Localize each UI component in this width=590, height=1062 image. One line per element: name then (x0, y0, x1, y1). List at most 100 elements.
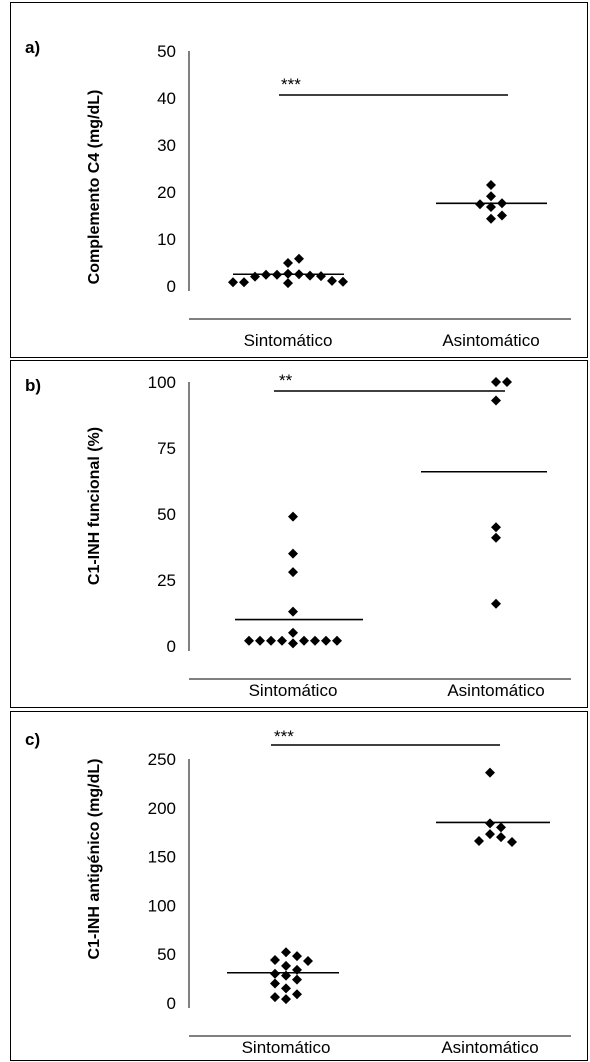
chart-panel-a: a) Complemento C4 (mg/dL) 0 10 20 30 40 50 **… (10, 2, 588, 358)
category-label-b-1: Asintomático (447, 681, 544, 700)
data-point (239, 277, 249, 288)
data-point (303, 956, 313, 967)
data-point (255, 635, 265, 646)
data-point (283, 278, 293, 289)
y-tick-label: 20 (157, 183, 176, 202)
y-tick-label: 50 (157, 42, 176, 61)
category-label-a-0: Sintomático (244, 331, 333, 350)
data-point (288, 567, 298, 578)
data-point (288, 638, 298, 649)
data-point (281, 994, 291, 1005)
category-label-c-1: Asintomático (441, 1038, 538, 1057)
y-tick-label: 200 (148, 799, 176, 818)
data-point (244, 635, 254, 646)
data-point (288, 511, 298, 522)
data-point (292, 951, 302, 962)
y-tick-label: 30 (157, 136, 176, 155)
data-point (281, 960, 291, 971)
points-b (244, 377, 512, 649)
category-label-c-0: Sintomático (242, 1038, 331, 1057)
y-tick-label: 100 (148, 896, 176, 915)
chart-a-svg: a) Complemento C4 (mg/dL) 0 10 20 30 40 50 **… (25, 38, 571, 350)
medians-c (227, 821, 550, 974)
data-point (502, 377, 512, 387)
significance-label-c: *** (274, 727, 294, 746)
data-point (507, 836, 517, 847)
data-point (281, 970, 291, 981)
y-tick-label: 100 (148, 373, 176, 392)
panel-label-b: b) (25, 376, 41, 395)
chart-c-svg: c) C1-INH antigénico (mg/dL) 0 50 100 150 20… (25, 727, 571, 1057)
points-c (270, 767, 517, 1005)
y-axis-label-c: C1-INH antigénico (mg/dL) (86, 759, 103, 960)
y-ticks-c: 0 50 100 150 200 250 (148, 750, 176, 1013)
data-point (491, 377, 501, 387)
data-point (292, 964, 302, 975)
y-tick-label: 250 (148, 750, 176, 769)
y-tick-label: 150 (148, 848, 176, 867)
data-point (292, 974, 302, 985)
y-tick-label: 25 (157, 571, 176, 590)
data-point (250, 271, 260, 282)
y-axis-label-b: C1-INH funcional (%) (86, 427, 103, 585)
data-point (474, 835, 484, 846)
data-point (288, 627, 298, 638)
data-point (294, 253, 304, 264)
y-tick-label: 50 (157, 945, 176, 964)
data-point (281, 983, 291, 994)
data-point (310, 635, 320, 646)
data-point (305, 270, 315, 281)
data-point (485, 767, 495, 778)
data-point (266, 635, 276, 646)
data-point (272, 269, 282, 280)
data-point (496, 832, 506, 843)
y-tick-label: 0 (167, 994, 176, 1013)
data-point (299, 635, 309, 646)
data-point (270, 978, 280, 989)
data-point (277, 635, 287, 646)
category-label-a-1: Asintomático (442, 331, 539, 350)
data-point (332, 635, 342, 646)
y-tick-label: 40 (157, 89, 176, 108)
y-axis-label-a: Complemento C4 (mg/dL) (86, 90, 103, 285)
y-tick-label: 10 (157, 230, 176, 249)
y-tick-label: 0 (167, 637, 176, 656)
data-point (288, 606, 298, 617)
chart-b-svg: b) C1-INH funcional (%) 0 25 50 75 100 ** Si… (25, 371, 571, 700)
data-point (486, 213, 496, 224)
points-a (228, 179, 507, 289)
data-point (491, 395, 501, 406)
data-point (321, 635, 331, 646)
y-ticks-b: 0 25 50 75 100 (148, 373, 176, 656)
data-point (338, 276, 348, 287)
data-point (475, 199, 485, 210)
data-point (294, 269, 304, 280)
y-tick-label: 50 (157, 505, 176, 524)
data-point (283, 257, 293, 268)
data-point (486, 202, 496, 213)
data-point (497, 210, 507, 221)
data-point (497, 198, 507, 209)
data-point (292, 989, 302, 1000)
panel-label-c: c) (25, 730, 40, 749)
data-point (316, 271, 326, 282)
data-point (270, 992, 280, 1003)
category-label-b-0: Sintomático (249, 681, 338, 700)
chart-panel-b: b) C1-INH funcional (%) 0 25 50 75 100 ** Si… (10, 360, 588, 708)
data-point (491, 598, 501, 609)
panel-label-a: a) (25, 38, 40, 57)
data-point (228, 277, 238, 288)
data-point (485, 829, 495, 840)
data-point (485, 818, 495, 829)
data-point (486, 179, 496, 190)
medians-b (235, 470, 547, 621)
data-point (491, 522, 501, 533)
data-point (270, 955, 280, 966)
data-point (261, 269, 271, 280)
y-tick-label: 0 (167, 277, 176, 296)
significance-label-a: *** (281, 75, 301, 94)
chart-panel-c: c) C1-INH antigénico (mg/dL) 0 50 100 150 20… (10, 711, 588, 1061)
significance-label-b: ** (279, 371, 293, 390)
data-point (496, 822, 506, 833)
y-tick-label: 75 (157, 439, 176, 458)
